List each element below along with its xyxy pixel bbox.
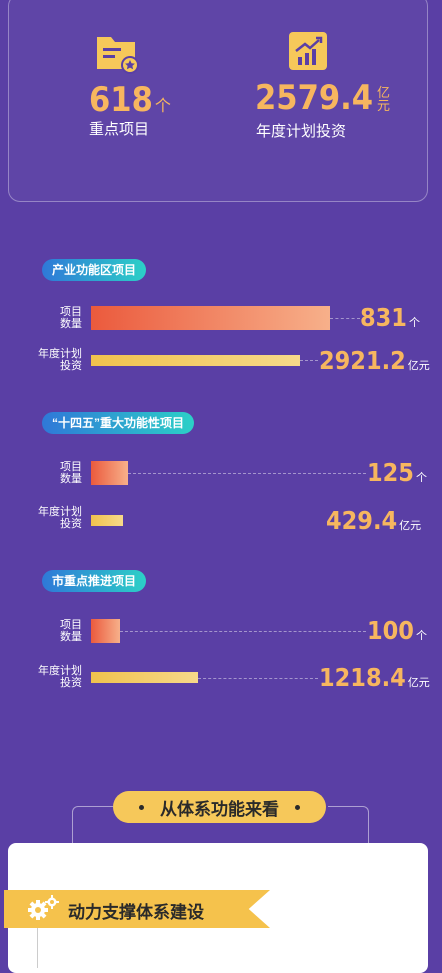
invest-bar <box>91 515 123 526</box>
section-pill-city: 市重点推进项目 <box>42 570 147 592</box>
leader-line <box>120 631 366 632</box>
folder-star-icon <box>97 37 139 74</box>
count-value: 125 个 <box>367 458 427 487</box>
heading-text: 从体系功能来看 <box>160 799 279 819</box>
invest-value: 429.4 亿元 <box>326 506 422 535</box>
investment-unit-bottom: 元 <box>377 98 391 113</box>
invest-value: 1218.4 亿元 <box>319 663 430 692</box>
invest-bar <box>91 672 198 683</box>
investment-value: 2579.4 <box>255 78 374 118</box>
heading-frame-left <box>72 806 113 845</box>
timeline-line <box>37 928 38 968</box>
invest-bar <box>91 355 300 366</box>
count-bar <box>91 619 120 643</box>
invest-label: 年度计划 投资 <box>38 665 82 689</box>
ribbon-title: 动力支撑体系建设 <box>68 903 204 922</box>
investment-label: 年度计划投资 <box>256 123 347 140</box>
ribbon-banner <box>4 890 270 928</box>
leader-line <box>330 318 360 319</box>
count-value: 100 个 <box>367 616 427 645</box>
count-label: 项目 数量 <box>60 619 82 643</box>
section-heading: 从体系功能来看 <box>113 791 326 823</box>
investment-unit-top: 亿 <box>377 85 391 100</box>
leader-line <box>198 678 318 679</box>
summary-card <box>8 0 428 202</box>
growth-chart-icon <box>289 32 327 70</box>
projects-value: 618 <box>89 80 153 120</box>
section-pill-major: “十四五”重大功能性项目 <box>42 412 195 434</box>
bullet-dot <box>295 804 300 810</box>
projects-stat: 618 个 <box>89 80 171 120</box>
count-label: 项目 数量 <box>60 306 82 330</box>
leader-line <box>300 360 318 361</box>
gears-icon <box>28 895 59 920</box>
bullet-dot <box>139 804 144 810</box>
projects-label: 重点项目 <box>89 121 150 138</box>
invest-label: 年度计划 投资 <box>38 506 82 530</box>
section-pill-industry: 产业功能区项目 <box>42 259 147 281</box>
invest-label: 年度计划 投资 <box>38 348 82 372</box>
projects-unit: 个 <box>154 98 171 115</box>
count-bar <box>91 461 128 485</box>
count-label: 项目 数量 <box>60 461 82 485</box>
invest-value: 2921.2 亿元 <box>319 346 430 375</box>
count-bar <box>91 306 330 330</box>
count-value: 831 个 <box>360 303 420 332</box>
leader-line <box>128 473 366 474</box>
investment-stat: 2579.4 亿 元 <box>255 80 390 116</box>
heading-frame-right <box>328 806 369 845</box>
